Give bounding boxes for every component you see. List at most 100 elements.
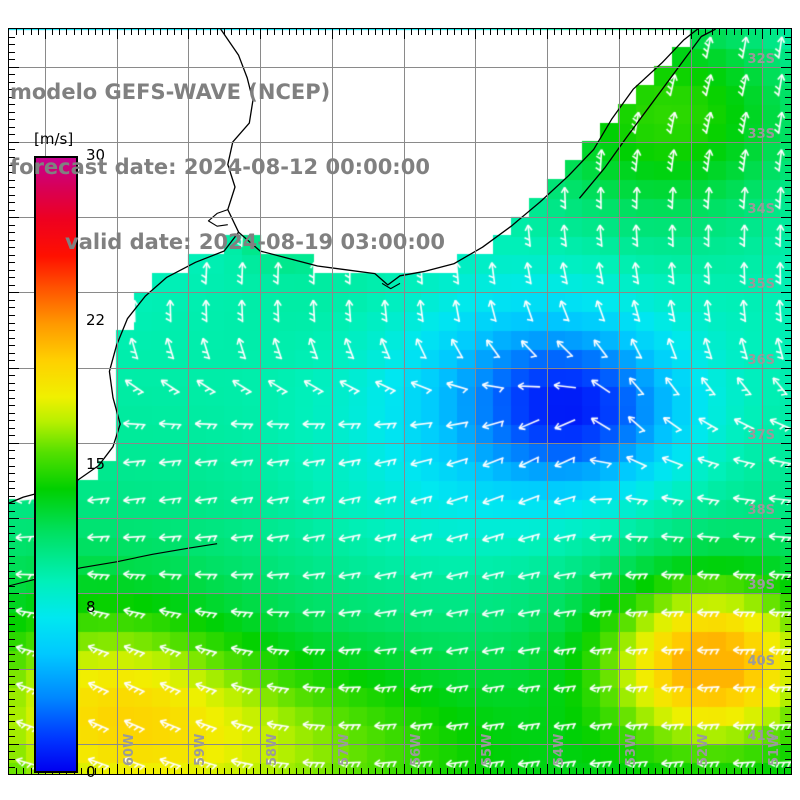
tick-lat — [785, 420, 791, 422]
tick-lon — [525, 29, 527, 35]
tick-lon — [360, 768, 362, 774]
tick-lon — [432, 768, 434, 774]
tick-lat — [785, 713, 791, 715]
tick-lon — [582, 768, 584, 774]
tick-lat — [9, 156, 15, 158]
tick-lat — [9, 412, 15, 414]
tick-lat — [785, 616, 791, 617]
tick-lat — [785, 450, 791, 452]
tick-lon — [425, 768, 427, 774]
tick-lat — [785, 360, 791, 362]
tick-lat — [781, 442, 791, 444]
tick-lat — [9, 683, 15, 685]
tick-lat — [9, 224, 15, 226]
tick-lon — [59, 29, 61, 35]
tick-lat — [9, 352, 15, 354]
tick-lon — [511, 29, 513, 35]
tick-lat — [9, 766, 15, 768]
colorbar-tick-0: 0 — [86, 763, 96, 781]
tick-lon — [303, 29, 305, 35]
gridline-lon-54W — [547, 29, 549, 774]
tick-lat — [9, 209, 15, 211]
tick-lat — [785, 503, 791, 505]
tick-lon — [260, 764, 262, 774]
tick-lon — [324, 29, 326, 35]
tick-lon — [504, 29, 505, 35]
tick-lon — [582, 29, 584, 35]
tick-lon — [138, 768, 140, 774]
tick-lat — [9, 563, 15, 565]
tick-lat — [781, 518, 791, 520]
tick-lon — [669, 768, 670, 774]
tick-lon — [267, 29, 269, 35]
tick-lon — [374, 29, 376, 35]
tick-lon — [288, 768, 290, 774]
tick-lat — [9, 728, 15, 730]
tick-lon — [690, 29, 692, 39]
tick-lat — [9, 330, 15, 331]
tick-lat — [9, 758, 15, 760]
tick-lon — [195, 768, 197, 774]
tick-lat — [785, 495, 791, 497]
tick-lon — [181, 29, 183, 35]
tick-lon — [647, 768, 649, 774]
tick-lon — [690, 764, 692, 774]
tick-lat — [781, 743, 791, 745]
tick-lon — [446, 768, 448, 774]
tick-lon — [475, 764, 477, 774]
tick-lon — [453, 29, 455, 35]
tick-lat — [785, 427, 791, 429]
tick-lat — [785, 382, 791, 384]
tick-lat — [785, 277, 791, 279]
gridline-lat-38S — [9, 518, 791, 520]
tick-lat — [9, 585, 15, 587]
tick-lon — [597, 29, 599, 35]
tick-lat — [9, 187, 15, 188]
tick-lon — [461, 29, 462, 35]
tick-lat — [9, 631, 15, 632]
tick-lon — [482, 29, 484, 35]
tick-lon — [109, 29, 111, 35]
tick-lon — [640, 768, 642, 774]
tick-lon — [324, 768, 326, 774]
tick-lat — [9, 134, 15, 136]
tick-lon — [267, 768, 269, 774]
tick-lat — [9, 36, 15, 38]
tick-lat — [785, 600, 791, 602]
tick-lon — [23, 768, 25, 774]
gridline-lat-41S — [9, 743, 791, 745]
tick-lon — [733, 768, 735, 774]
tick-lon — [518, 29, 520, 35]
tick-lat — [9, 202, 15, 204]
tick-lon — [626, 768, 627, 774]
colorbar-tick-15: 15 — [86, 454, 106, 473]
gridline-lon-59W — [188, 29, 190, 774]
tick-lon — [131, 768, 132, 774]
tick-lon — [360, 29, 362, 35]
tick-lon — [532, 29, 534, 35]
tick-lat — [785, 457, 791, 459]
tick-lat — [9, 172, 15, 173]
title-valid-date: valid date: 2024-08-19 03:00:00 — [65, 230, 445, 254]
map-title: modelo GEFS-WAVE (NCEP) forecast date: 2… — [10, 30, 500, 305]
lon-label-60W: 60W — [121, 733, 137, 766]
tick-lon — [123, 768, 125, 774]
tick-lat — [785, 721, 791, 723]
tick-lat — [9, 360, 15, 362]
tick-lon — [748, 29, 749, 35]
tick-lat — [9, 623, 15, 625]
lat-label-35S: 35S — [747, 277, 775, 293]
tick-lon — [310, 29, 312, 35]
tick-lat — [785, 134, 791, 136]
tick-lat — [785, 390, 791, 392]
tick-lon — [417, 29, 419, 35]
tick-lon — [16, 768, 18, 774]
tick-lon — [683, 29, 685, 35]
tick-lat — [9, 367, 19, 369]
tick-lat — [9, 706, 15, 708]
tick-lat — [9, 676, 15, 678]
tick-lat — [785, 563, 791, 565]
tick-lat — [785, 81, 791, 83]
lon-label-57W: 57W — [336, 733, 352, 766]
tick-lat — [9, 292, 19, 294]
